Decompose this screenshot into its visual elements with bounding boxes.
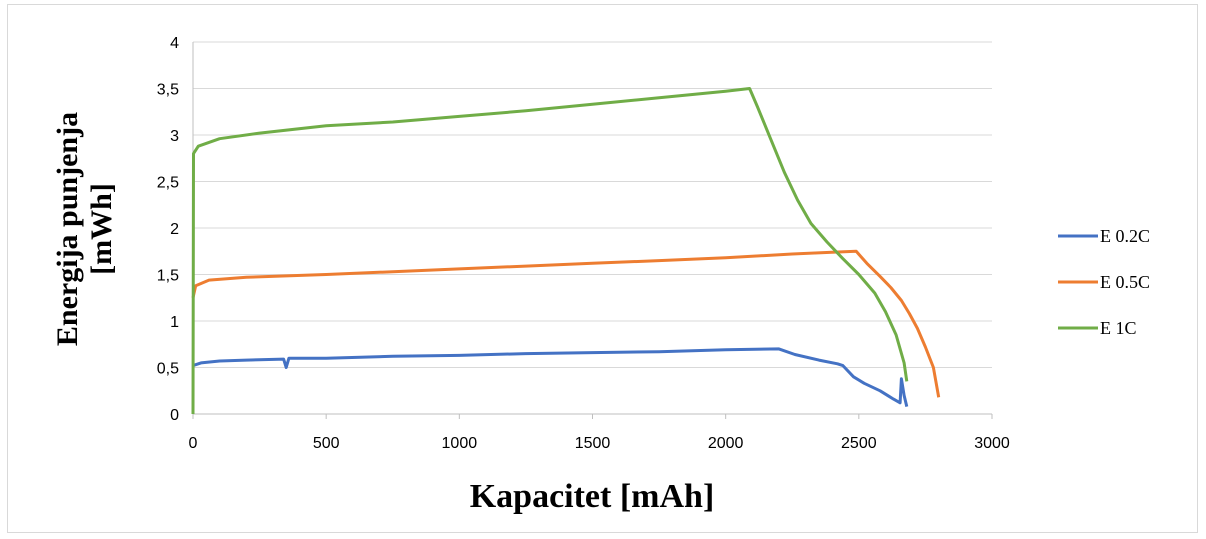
legend-label-1: E 0.5C	[1100, 272, 1150, 292]
x-tick-label: 2000	[708, 435, 744, 452]
series-lines	[191, 87, 941, 415]
y-axis-title: Energija punjenja [mWh]	[51, 112, 118, 346]
y-tick-label: 2,5	[157, 175, 179, 192]
y-axis-title-line-2: [mWh]	[85, 183, 118, 275]
series-line-1	[191, 249, 941, 398]
legend-label-2: E 1C	[1100, 318, 1137, 338]
gridlines	[193, 41, 992, 368]
legend-label-0: E 0.2C	[1100, 226, 1150, 246]
x-tick-label: 1500	[575, 435, 611, 452]
x-axis-title: Kapacitet [mAh]	[470, 478, 715, 515]
y-tick-label: 0,5	[157, 361, 179, 378]
x-tick-label: 3000	[974, 435, 1010, 452]
y-tick-label: 4	[170, 35, 179, 52]
x-tick-label: 2500	[841, 435, 877, 452]
tick-labels: 0 0,5 1 1,5 2 2,5 3 3,5 4 0 500 1000 1500 2000 2500 300…	[157, 35, 1010, 452]
chart-frame	[7, 4, 1198, 533]
x-tick-label: 500	[313, 435, 340, 452]
y-tick-label: 3	[170, 128, 179, 145]
x-tick-label: 1000	[442, 435, 478, 452]
x-tick-label: 0	[189, 435, 198, 452]
series-line-2	[191, 87, 909, 415]
y-axis-title-line-1: Energija punjenja	[51, 112, 84, 346]
series-line-0	[192, 347, 909, 407]
y-tick-label: 1,5	[157, 268, 179, 285]
y-tick-label: 2	[170, 221, 179, 238]
y-tick-label: 0	[170, 407, 179, 424]
y-tick-label: 3,5	[157, 82, 179, 99]
y-tick-label: 1	[170, 314, 179, 331]
legend: E 0.2C E 0.5C E 1C	[1058, 226, 1150, 338]
axes	[192, 42, 993, 419]
